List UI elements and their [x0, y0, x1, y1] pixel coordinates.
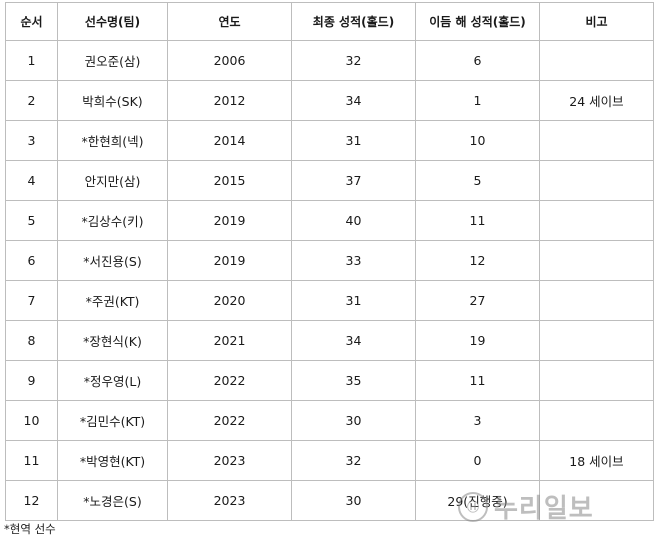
- cell-year: 2012: [167, 80, 292, 121]
- cell-rank: 1: [5, 40, 58, 81]
- cell-final-holds: 37: [291, 160, 416, 201]
- cell-rank: 10: [5, 400, 58, 441]
- cell-remarks: [539, 160, 654, 201]
- cell-next-year-holds: 3: [415, 400, 540, 441]
- cell-remarks: 24 세이브: [539, 80, 654, 121]
- cell-player-team: 권오준(삼): [57, 40, 168, 81]
- cell-year: 2014: [167, 120, 292, 161]
- header-year: 연도: [167, 2, 292, 41]
- table-row: 11 *박영현(KT) 2023 32 0 18 세이브: [5, 440, 654, 481]
- footnote: *현역 선수: [4, 522, 56, 536]
- table-row: 7 *주권(KT) 2020 31 27: [5, 280, 654, 321]
- header-remarks: 비고: [539, 2, 654, 41]
- cell-player-team: *김민수(KT): [57, 400, 168, 441]
- cell-year: 2023: [167, 440, 292, 481]
- cell-next-year-holds: 12: [415, 240, 540, 281]
- cell-final-holds: 35: [291, 360, 416, 401]
- cell-rank: 12: [5, 480, 58, 521]
- cell-next-year-holds: 27: [415, 280, 540, 321]
- table-row: 12 *노경은(S) 2023 30 29(진행중): [5, 480, 654, 521]
- cell-remarks: [539, 120, 654, 161]
- cell-remarks: 18 세이브: [539, 440, 654, 481]
- header-rank: 순서: [5, 2, 58, 41]
- cell-rank: 5: [5, 200, 58, 241]
- cell-remarks: [539, 400, 654, 441]
- cell-next-year-holds: 0: [415, 440, 540, 481]
- header-player-team: 선수명(팀): [57, 2, 168, 41]
- cell-year: 2021: [167, 320, 292, 361]
- cell-year: 2015: [167, 160, 292, 201]
- cell-final-holds: 32: [291, 40, 416, 81]
- table-row: 6 *서진용(S) 2019 33 12: [5, 240, 654, 281]
- cell-next-year-holds: 6: [415, 40, 540, 81]
- cell-rank: 7: [5, 280, 58, 321]
- cell-next-year-holds: 11: [415, 200, 540, 241]
- cell-rank: 2: [5, 80, 58, 121]
- cell-rank: 8: [5, 320, 58, 361]
- cell-remarks: [539, 320, 654, 361]
- cell-rank: 11: [5, 440, 58, 481]
- cell-final-holds: 40: [291, 200, 416, 241]
- cell-rank: 4: [5, 160, 58, 201]
- cell-rank: 6: [5, 240, 58, 281]
- cell-year: 2023: [167, 480, 292, 521]
- cell-remarks: [539, 40, 654, 81]
- header-next-year-holds: 이듬 해 성적(홀드): [415, 2, 540, 41]
- cell-player-team: *주권(KT): [57, 280, 168, 321]
- header-final-holds: 최종 성적(홀드): [291, 2, 416, 41]
- cell-remarks: [539, 200, 654, 241]
- cell-player-team: *한현희(넥): [57, 120, 168, 161]
- cell-year: 2006: [167, 40, 292, 81]
- cell-remarks: [539, 480, 654, 521]
- cell-player-team: *정우영(L): [57, 360, 168, 401]
- table-row: 5 *김상수(키) 2019 40 11: [5, 200, 654, 241]
- cell-player-team: 박희수(SK): [57, 80, 168, 121]
- table-row: 2 박희수(SK) 2012 34 1 24 세이브: [5, 80, 654, 121]
- cell-final-holds: 33: [291, 240, 416, 281]
- table-row: 3 *한현희(넥) 2014 31 10: [5, 120, 654, 161]
- cell-year: 2022: [167, 400, 292, 441]
- cell-rank: 3: [5, 120, 58, 161]
- cell-next-year-holds: 19: [415, 320, 540, 361]
- table-body: 1 권오준(삼) 2006 32 6 2 박희수(SK) 2012 34 1 24 세이브 3 *한현희…: [5, 40, 654, 521]
- table-header-row: 순서 선수명(팀) 연도 최종 성적(홀드) 이듬 해 성적(홀드) 비고: [5, 2, 654, 41]
- cell-player-team: *장현식(K): [57, 320, 168, 361]
- cell-final-holds: 34: [291, 80, 416, 121]
- cell-player-team: *서진용(S): [57, 240, 168, 281]
- cell-final-holds: 30: [291, 400, 416, 441]
- table-row: 10 *김민수(KT) 2022 30 3: [5, 400, 654, 441]
- cell-remarks: [539, 360, 654, 401]
- cell-remarks: [539, 280, 654, 321]
- cell-next-year-holds: 11: [415, 360, 540, 401]
- cell-remarks: [539, 240, 654, 281]
- table-row: 8 *장현식(K) 2021 34 19: [5, 320, 654, 361]
- cell-next-year-holds: 10: [415, 120, 540, 161]
- cell-player-team: *노경은(S): [57, 480, 168, 521]
- cell-final-holds: 31: [291, 120, 416, 161]
- cell-rank: 9: [5, 360, 58, 401]
- table-row: 1 권오준(삼) 2006 32 6: [5, 40, 654, 81]
- cell-year: 2019: [167, 240, 292, 281]
- cell-year: 2022: [167, 360, 292, 401]
- cell-next-year-holds: 1: [415, 80, 540, 121]
- cell-final-holds: 34: [291, 320, 416, 361]
- cell-player-team: 안지만(삼): [57, 160, 168, 201]
- table-row: 4 안지만(삼) 2015 37 5: [5, 160, 654, 201]
- cell-year: 2020: [167, 280, 292, 321]
- cell-final-holds: 31: [291, 280, 416, 321]
- cell-player-team: *김상수(키): [57, 200, 168, 241]
- cell-next-year-holds: 29(진행중): [415, 480, 540, 521]
- cell-player-team: *박영현(KT): [57, 440, 168, 481]
- cell-next-year-holds: 5: [415, 160, 540, 201]
- cell-final-holds: 32: [291, 440, 416, 481]
- cell-final-holds: 30: [291, 480, 416, 521]
- table-row: 9 *정우영(L) 2022 35 11: [5, 360, 654, 401]
- cell-year: 2019: [167, 200, 292, 241]
